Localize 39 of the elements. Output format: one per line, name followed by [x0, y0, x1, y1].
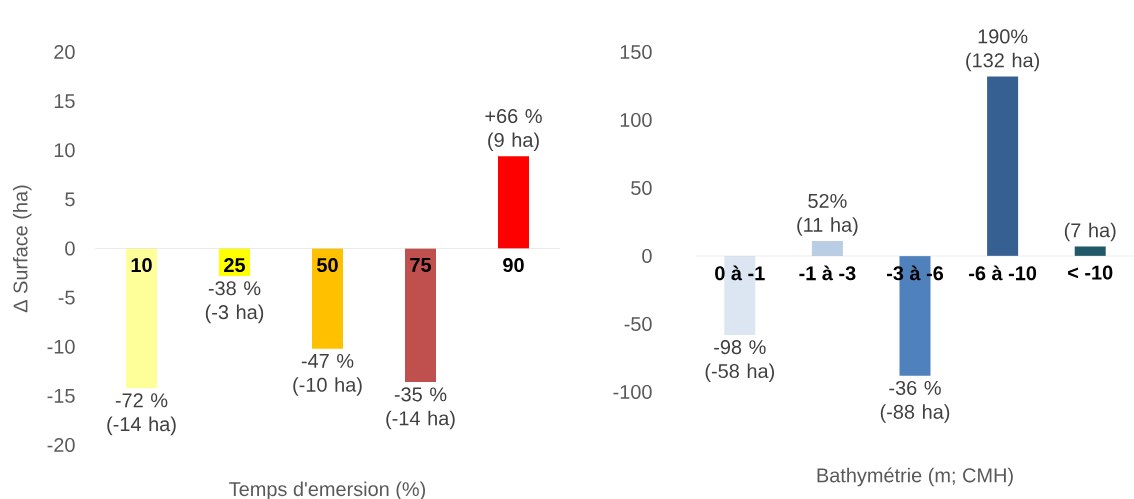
y-tick-label: -5	[58, 290, 75, 305]
x-tick-label: < -10	[1068, 265, 1113, 280]
data-label: -72 % (-14 ha)	[107, 393, 176, 436]
y-tick-label: 10	[54, 143, 75, 158]
x-tick-label: 50	[317, 258, 338, 273]
data-label: -38 % (-3 ha)	[205, 281, 264, 324]
y-tick-label: 0	[65, 241, 75, 256]
data-label: -36 % (-88 ha)	[880, 380, 950, 423]
data-label: -47 % (-10 ha)	[293, 353, 362, 396]
y-tick-label: 150	[620, 44, 652, 60]
y-tick-label: -100	[613, 384, 652, 400]
y-tick-label: 20	[54, 44, 75, 60]
x-tick-label: -1 à -3	[799, 265, 856, 281]
y-tick-label: 0	[642, 248, 652, 264]
data-label: 52% (11 ha)	[797, 193, 858, 236]
y-tick-label: 100	[620, 112, 652, 128]
y-tick-label: -20	[47, 437, 75, 453]
x-tick-label: 25	[224, 258, 246, 273]
data-label: -98 % (-58 ha)	[705, 340, 774, 383]
y-axis-title: Δ Surface (ha)	[12, 185, 32, 313]
y-tick-label: 5	[65, 192, 75, 207]
x-tick-label: 10	[131, 258, 152, 273]
y-tick-label: 15	[54, 94, 75, 109]
y-tick-label: -50	[624, 316, 652, 332]
data-label: (7 ha)	[1064, 222, 1116, 242]
data-label: 190% (132 ha)	[966, 29, 1040, 72]
x-tick-label: 90	[503, 258, 524, 273]
x-tick-label: 0 à -1	[715, 265, 765, 281]
y-tick-label: -10	[47, 339, 75, 354]
data-label: +66 % (9 ha)	[485, 109, 542, 151]
bar	[987, 76, 1019, 256]
bar	[811, 241, 843, 256]
x-tick-label: -6 à -10	[969, 265, 1037, 281]
y-tick-label: -15	[47, 388, 75, 403]
x-axis-title: Bathymétrie (m; CMH)	[817, 467, 1013, 487]
data-label: -35 % (-14 ha)	[386, 387, 455, 430]
bar	[1074, 246, 1106, 256]
x-tick-label: 75	[410, 258, 432, 272]
y-tick-label: 50	[631, 180, 652, 196]
